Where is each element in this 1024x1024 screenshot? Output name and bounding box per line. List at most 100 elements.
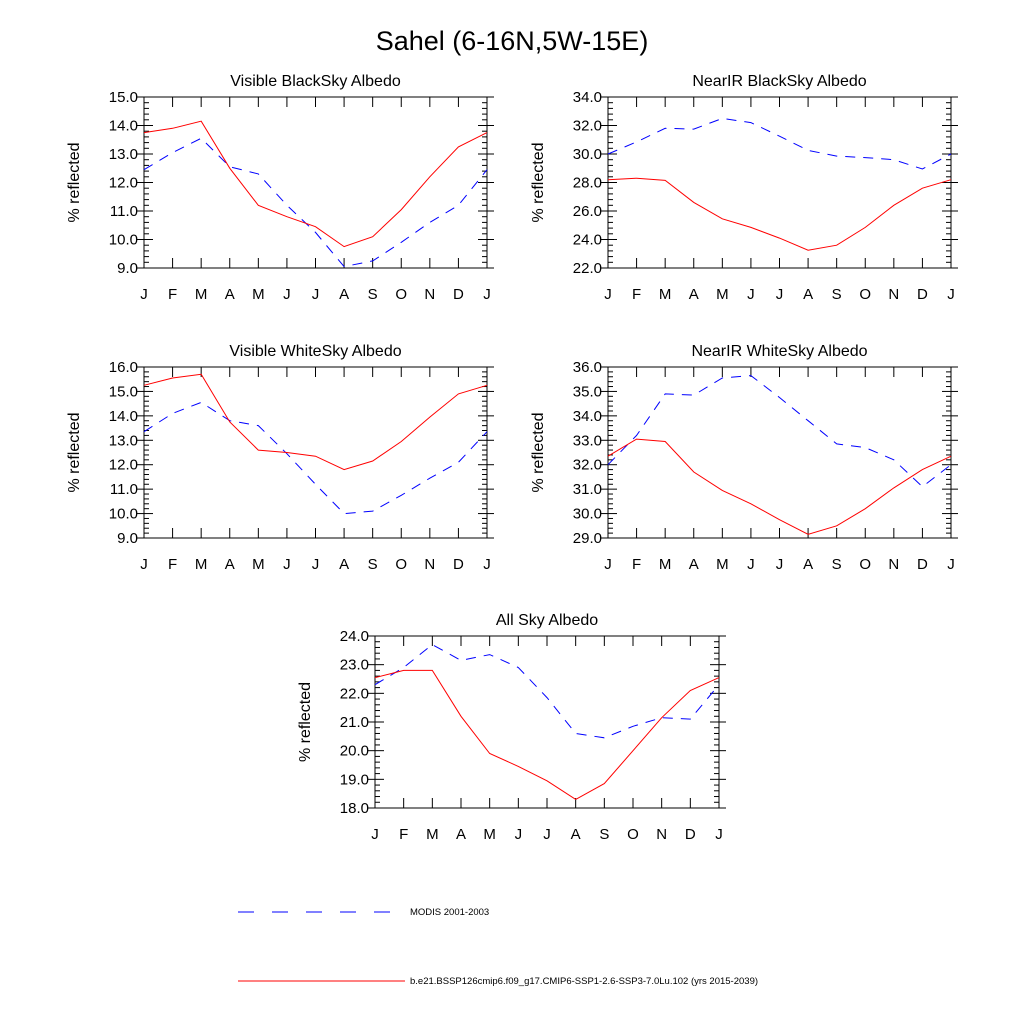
x-tick-label: N xyxy=(424,556,435,573)
series-line-modis xyxy=(143,401,488,515)
x-tick-label: J xyxy=(543,826,551,843)
plot-frame xyxy=(374,635,720,809)
series-line-model xyxy=(143,373,488,471)
series-line-modis xyxy=(607,375,952,488)
x-tick-label: J xyxy=(283,556,291,573)
x-tick-label: A xyxy=(225,556,235,573)
y-tick-label: 31.0 xyxy=(573,481,602,498)
y-axis-label: % reflected xyxy=(66,142,83,222)
plot-frame xyxy=(607,366,952,539)
y-tick-label: 24.0 xyxy=(573,232,602,249)
x-tick-label: F xyxy=(632,556,641,573)
y-tick-label: 22.0 xyxy=(340,685,369,702)
x-tick-label: O xyxy=(859,556,871,573)
x-tick-label: M xyxy=(426,826,439,843)
x-tick-label: O xyxy=(859,286,871,303)
x-tick-label: O xyxy=(627,826,639,843)
x-tick-label: A xyxy=(571,826,581,843)
x-tick-label: J xyxy=(140,556,148,573)
x-tick-label: J xyxy=(747,286,755,303)
y-tick-label: 36.0 xyxy=(573,359,602,376)
y-tick-label: 30.0 xyxy=(573,146,602,163)
panel-title: NearIR BlackSky Albedo xyxy=(692,73,866,90)
y-tick-label: 18.0 xyxy=(340,800,369,817)
x-tick-label: D xyxy=(453,286,464,303)
x-tick-label: M xyxy=(716,286,729,303)
x-tick-label: F xyxy=(632,286,641,303)
y-tick-label: 10.0 xyxy=(109,232,138,249)
y-tick-label: 34.0 xyxy=(573,408,602,425)
series-line-model xyxy=(607,438,952,535)
legend: MODIS 2001-2003 b.e21.BSSP126cmip6.f09_g… xyxy=(238,907,758,987)
x-tick-label: J xyxy=(312,286,320,303)
panel-title: Visible WhiteSky Albedo xyxy=(229,343,401,360)
series-line-modis xyxy=(607,117,952,170)
y-tick-label: 22.0 xyxy=(573,260,602,277)
x-tick-label: F xyxy=(399,826,408,843)
series-line-model xyxy=(143,120,488,248)
x-tick-label: N xyxy=(656,826,667,843)
y-axis-label: % reflected xyxy=(297,682,314,762)
x-tick-label: F xyxy=(168,556,177,573)
legend-label-modis: MODIS 2001-2003 xyxy=(410,907,489,918)
plot-frame xyxy=(607,96,952,269)
y-axis-label: % reflected xyxy=(530,412,547,492)
y-tick-label: 9.0 xyxy=(117,260,138,277)
figure-title: Sahel (6-16N,5W-15E) xyxy=(376,26,649,56)
x-tick-label: N xyxy=(888,286,899,303)
y-tick-label: 35.0 xyxy=(573,383,602,400)
x-tick-label: J xyxy=(715,826,723,843)
y-tick-label: 19.0 xyxy=(340,771,369,788)
y-tick-label: 11.0 xyxy=(110,203,138,220)
series-line-modis xyxy=(374,644,720,739)
x-tick-label: M xyxy=(195,556,208,573)
y-tick-label: 29.0 xyxy=(573,530,602,547)
x-tick-label: M xyxy=(483,826,496,843)
y-axis-label: % reflected xyxy=(530,142,547,222)
x-tick-label: A xyxy=(803,286,813,303)
x-tick-label: J xyxy=(604,286,612,303)
y-tick-label: 11.0 xyxy=(110,481,138,498)
x-tick-label: D xyxy=(685,826,696,843)
y-tick-label: 21.0 xyxy=(340,714,369,731)
x-tick-label: O xyxy=(395,556,407,573)
panel-title: Visible BlackSky Albedo xyxy=(230,73,401,90)
x-tick-label: A xyxy=(456,826,466,843)
x-tick-label: N xyxy=(424,286,435,303)
x-tick-label: J xyxy=(947,556,955,573)
y-tick-label: 9.0 xyxy=(117,530,138,547)
x-tick-label: S xyxy=(832,556,842,573)
x-tick-label: M xyxy=(716,556,729,573)
y-tick-label: 20.0 xyxy=(340,743,369,760)
y-tick-label: 13.0 xyxy=(109,432,138,449)
panel-title: All Sky Albedo xyxy=(496,612,598,629)
x-tick-label: J xyxy=(604,556,612,573)
y-tick-label: 34.0 xyxy=(573,89,602,106)
y-tick-label: 15.0 xyxy=(109,89,138,106)
x-tick-label: J xyxy=(140,286,148,303)
x-tick-label: J xyxy=(515,826,523,843)
y-tick-label: 28.0 xyxy=(573,175,602,192)
x-tick-label: N xyxy=(888,556,899,573)
x-tick-label: D xyxy=(917,286,928,303)
y-tick-label: 12.0 xyxy=(109,457,138,474)
x-tick-label: D xyxy=(917,556,928,573)
y-tick-label: 26.0 xyxy=(573,203,602,220)
y-tick-label: 10.0 xyxy=(109,506,138,523)
x-tick-label: A xyxy=(689,556,699,573)
y-tick-label: 15.0 xyxy=(109,383,138,400)
x-tick-label: M xyxy=(252,556,265,573)
plot-frame xyxy=(143,366,488,539)
x-tick-label: S xyxy=(599,826,609,843)
y-tick-label: 33.0 xyxy=(573,432,602,449)
y-tick-label: 14.0 xyxy=(109,118,138,135)
y-tick-label: 24.0 xyxy=(340,628,369,645)
y-tick-label: 14.0 xyxy=(109,408,138,425)
x-tick-label: O xyxy=(395,286,407,303)
y-tick-label: 30.0 xyxy=(573,506,602,523)
